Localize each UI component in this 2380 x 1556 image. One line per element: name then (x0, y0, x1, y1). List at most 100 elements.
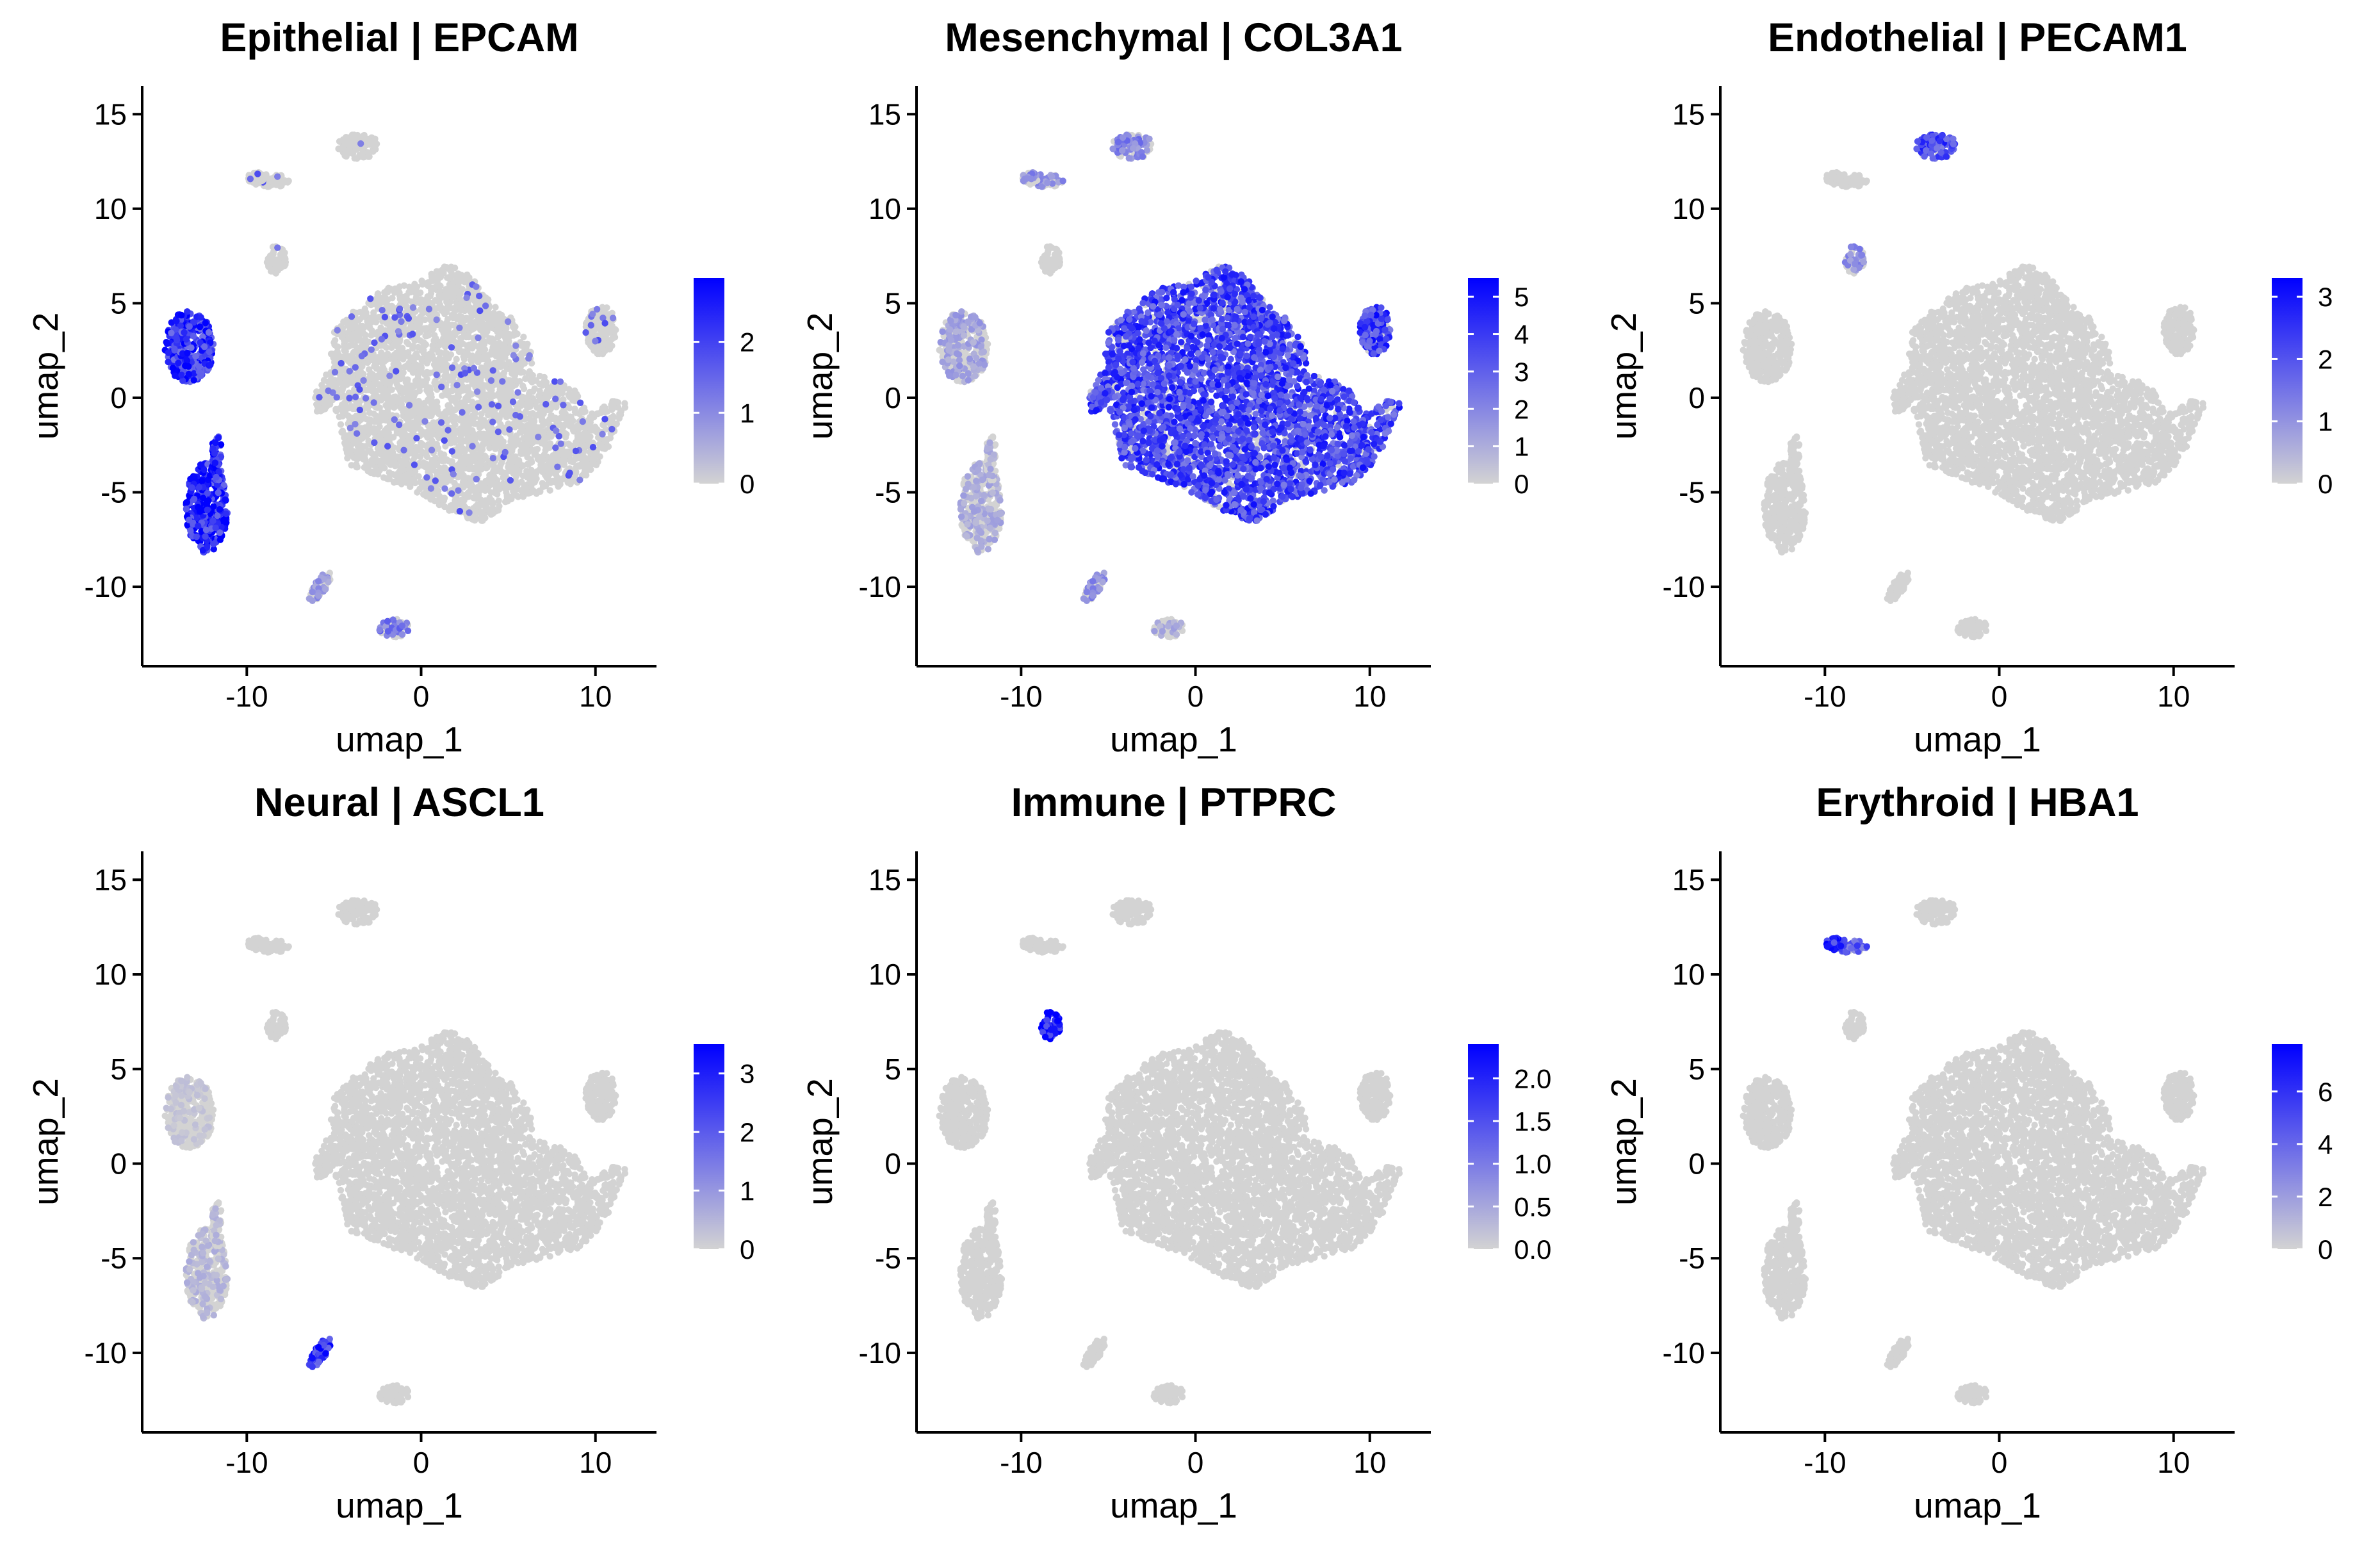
cell-point (396, 305, 403, 313)
cell-point (546, 386, 553, 393)
cell-point (538, 414, 546, 422)
cell-point (270, 179, 277, 186)
cell-point (395, 384, 402, 391)
cell-point (532, 477, 539, 484)
cell-point (358, 352, 366, 359)
cell-point (193, 533, 200, 541)
cell-point (195, 522, 202, 530)
cell-point (437, 450, 444, 457)
cell-point (454, 404, 461, 411)
cell-point (391, 354, 398, 361)
cell-point (418, 366, 425, 374)
cell-point (453, 356, 460, 363)
cell-point (391, 416, 398, 423)
cell-point (369, 461, 376, 468)
cell-point (455, 487, 462, 494)
cell-point (590, 459, 597, 466)
cell-point (466, 465, 473, 473)
legend-tick-label: 1 (740, 398, 754, 428)
cell-point (423, 325, 430, 332)
cell-point (432, 454, 439, 461)
cell-point (402, 414, 409, 422)
cell-point (254, 170, 261, 177)
cell-point (340, 336, 348, 344)
cell-point (380, 389, 387, 396)
cell-point (492, 319, 499, 326)
cell-point (433, 371, 440, 379)
cell-point (487, 338, 494, 345)
cell-point (554, 388, 562, 395)
cell-point (398, 318, 405, 325)
cell-point (519, 368, 526, 376)
cell-point (500, 480, 507, 487)
cell-point (497, 395, 504, 402)
cell-point (316, 394, 323, 401)
cell-point (436, 291, 443, 299)
cell-point (393, 471, 400, 478)
cell-point (474, 388, 481, 395)
cell-point (502, 407, 509, 414)
cell-point (603, 304, 610, 311)
cell-point (183, 336, 190, 343)
cell-point (410, 428, 417, 435)
cell-point (343, 152, 350, 160)
cell-point (386, 380, 393, 388)
cell-point (274, 244, 281, 251)
cell-point (393, 368, 400, 375)
cell-point (448, 490, 455, 497)
cell-point (484, 407, 491, 414)
cell-point (269, 250, 276, 258)
cell-point (566, 470, 573, 477)
cell-point (364, 468, 371, 475)
cell-point (348, 333, 355, 340)
cell-point (448, 268, 455, 275)
cell-point (448, 448, 455, 455)
cell-point (349, 150, 357, 158)
cell-point (400, 446, 407, 454)
cell-point (355, 454, 362, 461)
cell-point (483, 372, 490, 379)
cell-point (455, 461, 462, 468)
cell-point (327, 350, 335, 357)
cell-point (267, 268, 275, 275)
cell-point (391, 404, 398, 411)
cell-point (318, 407, 326, 414)
cell-point (469, 379, 476, 386)
cell-point (585, 339, 592, 346)
scatter-points (161, 131, 629, 641)
cell-point (336, 138, 343, 145)
cell-point (204, 499, 211, 506)
cell-point (529, 439, 536, 446)
cell-point (201, 343, 208, 350)
cell-point (487, 377, 495, 384)
cell-point (205, 329, 213, 336)
cell-point (423, 405, 430, 412)
cell-point (523, 394, 530, 401)
cell-point (400, 352, 407, 359)
cell-point (428, 286, 435, 293)
cell-point (482, 485, 490, 492)
cell-point (179, 377, 186, 384)
cell-point (216, 536, 224, 543)
cell-point (535, 434, 542, 441)
cell-point (592, 338, 599, 345)
cell-point (432, 462, 439, 469)
cell-point (280, 251, 288, 259)
cell-point (206, 348, 213, 356)
cell-point (546, 487, 553, 494)
cell-point (353, 463, 360, 471)
cell-point (580, 405, 587, 412)
cell-point (542, 400, 550, 408)
cell-point (445, 354, 452, 362)
cell-point (524, 473, 531, 480)
cell-point (352, 393, 359, 400)
cell-point (378, 349, 385, 356)
cell-point (463, 278, 470, 285)
cell-point (576, 477, 583, 484)
y-tick-label: 0 (110, 381, 127, 414)
cell-point (419, 482, 426, 489)
cell-point (557, 378, 564, 385)
cell-point (444, 325, 452, 332)
cell-point (473, 475, 480, 483)
cell-point (464, 454, 471, 461)
